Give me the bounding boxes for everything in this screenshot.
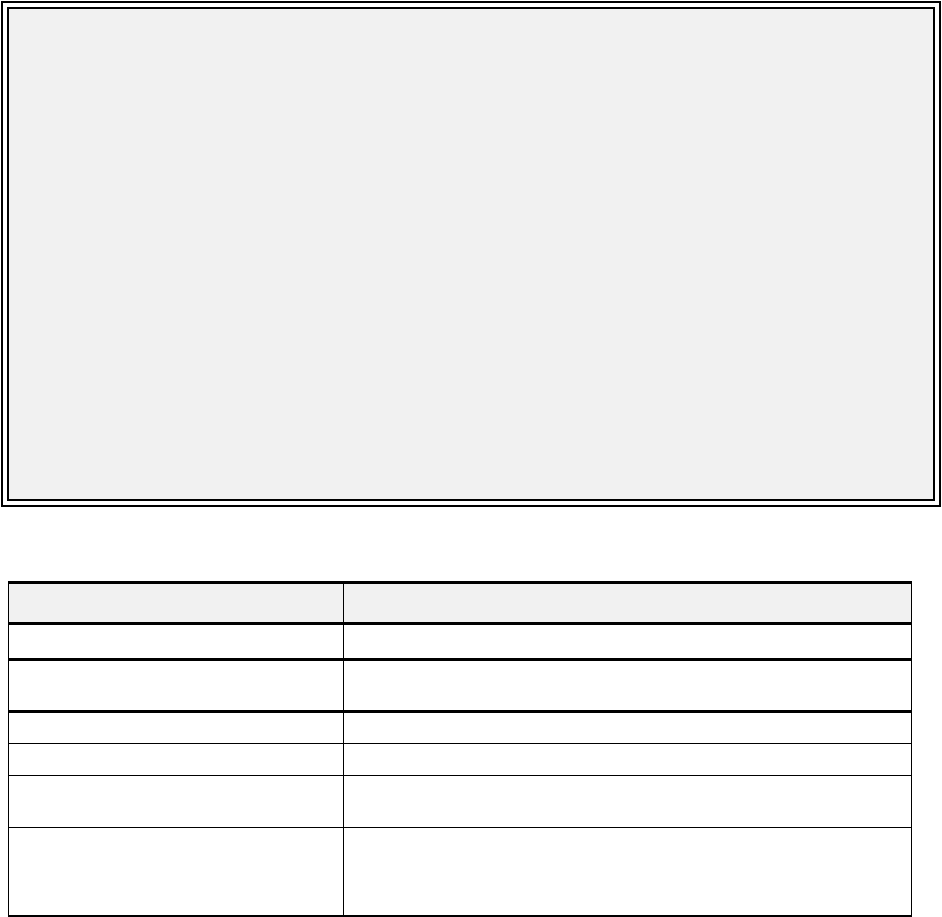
column-header-label [8, 581, 344, 625]
table-cell-label [8, 827, 344, 917]
table-header [8, 581, 912, 625]
table-header-row [8, 581, 912, 625]
table-row [8, 659, 912, 713]
column-header-value [343, 581, 912, 625]
table-body [8, 623, 912, 917]
content-spacer [0, 508, 942, 581]
table-row [8, 623, 912, 661]
table-cell-value [343, 775, 912, 828]
table-cell-value [343, 743, 912, 776]
table-cell-label [8, 711, 344, 744]
table-cell-label [8, 659, 344, 713]
figure-placeholder-inner [7, 7, 935, 501]
table-cell-label [8, 743, 344, 776]
table-row [8, 775, 912, 828]
table-cell-label [8, 623, 344, 661]
table-cell-label [8, 775, 344, 828]
table-row [8, 711, 912, 744]
table-row [8, 743, 912, 776]
table-cell-value [343, 827, 912, 917]
table-row [8, 827, 912, 917]
data-table-container [8, 581, 912, 917]
table-cell-value [343, 659, 912, 713]
table-cell-value [343, 711, 912, 744]
data-table [8, 581, 912, 917]
figure-canvas [9, 9, 933, 499]
table-cell-value [343, 623, 912, 661]
figure-placeholder-frame [1, 1, 941, 507]
